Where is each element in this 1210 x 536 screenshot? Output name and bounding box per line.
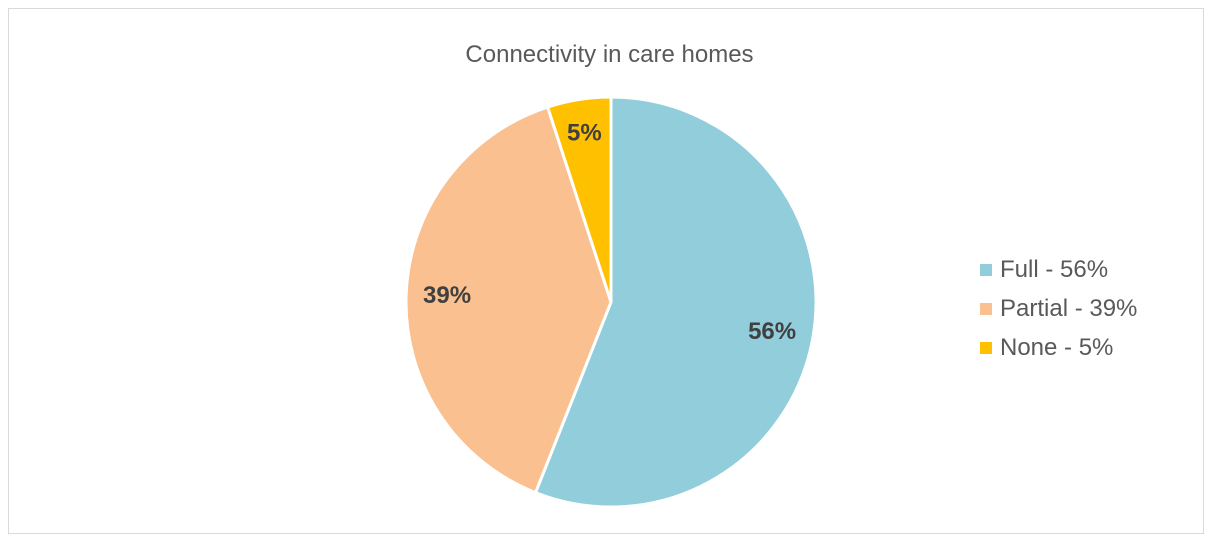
pie-slice-partial <box>404 105 613 495</box>
legend-item-partial: Partial - 39% <box>980 289 1137 328</box>
legend-item-full: Full - 56% <box>980 250 1137 289</box>
legend-label: None - 5% <box>1000 333 1114 361</box>
pie-slices <box>404 95 818 509</box>
data-label-full: 56% <box>748 318 796 345</box>
legend-label: Full - 56% <box>1000 255 1109 283</box>
legend-label: Partial - 39% <box>1000 294 1138 322</box>
legend-swatch <box>980 263 992 276</box>
chart-title: Connectivity in care homes <box>465 41 754 68</box>
data-label-none: 5% <box>567 119 602 146</box>
pie-slice-full <box>534 95 818 509</box>
legend-swatch <box>980 341 992 354</box>
pie-slice-none <box>546 95 613 304</box>
data-label-partial: 39% <box>423 282 471 309</box>
legend-swatch <box>980 302 992 315</box>
legend-item-none: None - 5% <box>980 328 1137 367</box>
legend: Full - 56% Partial - 39% None - 5% <box>980 250 1137 367</box>
data-labels: 56% 39% 5% <box>423 119 796 345</box>
